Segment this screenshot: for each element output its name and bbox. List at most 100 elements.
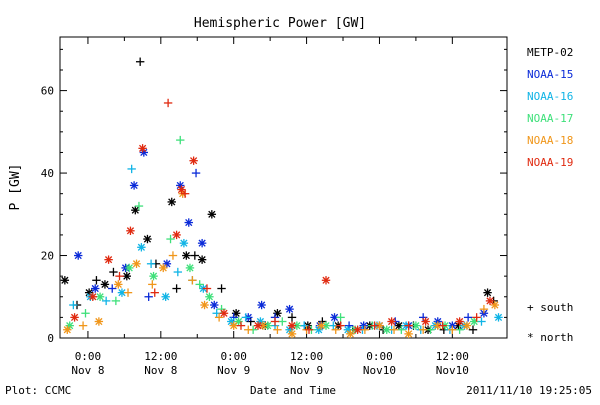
data-point (463, 313, 473, 322)
y-tick-label: 40 (41, 167, 54, 180)
data-point (185, 263, 195, 273)
data-point (163, 98, 173, 108)
data-point (108, 284, 117, 293)
data-point (214, 313, 224, 322)
x-tick-date: Nov10 (363, 364, 396, 377)
data-point (287, 313, 297, 322)
data-point (135, 57, 145, 66)
data-point (304, 325, 314, 334)
data-point (122, 271, 132, 281)
data-point (462, 321, 472, 330)
data-point (479, 304, 489, 314)
data-point (149, 271, 158, 281)
data-point (94, 317, 104, 326)
data-point (179, 238, 189, 248)
data-point (95, 292, 105, 301)
x-tick-time: 0:00 (366, 350, 393, 363)
data-point (88, 292, 97, 301)
x-tick-date: Nov 9 (290, 364, 323, 377)
data-point (287, 321, 297, 330)
data-point (131, 205, 140, 215)
data-point (485, 296, 495, 306)
data-point (91, 284, 100, 293)
marker-legend-entry: * north (527, 331, 573, 344)
data-point (115, 271, 124, 281)
data-point (197, 255, 207, 264)
data-point (219, 309, 229, 318)
data-point (69, 300, 78, 310)
data-point (159, 263, 168, 273)
data-point (346, 329, 355, 339)
legend-entry: NOAA-17 (527, 112, 573, 125)
data-point (336, 313, 345, 322)
legend-entry: NOAA-19 (527, 156, 573, 169)
data-point (177, 185, 186, 194)
data-point (483, 288, 492, 297)
data-point (148, 280, 157, 289)
data-point (229, 321, 238, 330)
series-legend: METP-02 NOAA-15 NOAA-16 NOAA-17 NOAA-18 NOAA-… (527, 46, 573, 169)
data-point (173, 267, 183, 277)
data-point (217, 284, 226, 293)
data-point (455, 325, 464, 334)
data-point (166, 234, 175, 244)
data-point (253, 321, 263, 330)
data-point (285, 304, 294, 314)
data-point (278, 317, 287, 326)
footer-timestamp: 2011/11/10 19:25:05 (466, 384, 592, 397)
data-points (60, 57, 503, 339)
data-point (168, 251, 178, 260)
y-tick-label: 0 (47, 332, 54, 345)
data-point (270, 317, 280, 326)
data-point (353, 325, 362, 334)
data-point (100, 280, 110, 289)
x-tick-time: 12:00 (290, 350, 323, 363)
data-point (188, 276, 197, 285)
data-point (236, 321, 246, 330)
data-point (287, 329, 297, 339)
legend-entry: METP-02 (527, 46, 573, 59)
data-point (468, 325, 478, 334)
data-point (241, 313, 251, 322)
data-point (182, 251, 191, 260)
data-point (129, 181, 139, 190)
data-point (60, 276, 70, 285)
data-point (207, 210, 217, 219)
data-point (144, 292, 153, 301)
data-point (316, 321, 326, 330)
data-point (101, 296, 111, 306)
data-point (190, 251, 200, 260)
data-point (404, 321, 413, 330)
data-point (273, 325, 282, 334)
data-point (205, 292, 214, 301)
y-axis-label: P [GW] (8, 164, 23, 211)
data-point (336, 321, 345, 330)
data-point (321, 276, 331, 285)
data-point (382, 325, 391, 334)
x-tick-time: 0:00 (75, 350, 102, 363)
data-point (433, 321, 442, 330)
data-point (114, 280, 123, 289)
data-point (257, 300, 266, 310)
data-point (189, 156, 198, 165)
data-point (359, 321, 368, 330)
data-point (490, 300, 500, 310)
data-point (172, 284, 181, 293)
legend-entry: NOAA-15 (527, 68, 573, 81)
x-tick-date: Nov 8 (144, 364, 177, 377)
data-point (411, 321, 421, 330)
data-point (472, 313, 481, 322)
data-point (104, 255, 113, 264)
x-tick-time: 0:00 (220, 350, 247, 363)
data-point (448, 325, 457, 334)
data-point (191, 168, 201, 178)
x-tick-time: 12:00 (144, 350, 177, 363)
data-point (426, 325, 435, 334)
data-point (74, 251, 83, 260)
data-point (210, 300, 219, 310)
data-point (331, 325, 340, 334)
marker-legend: + south * north (527, 301, 573, 344)
